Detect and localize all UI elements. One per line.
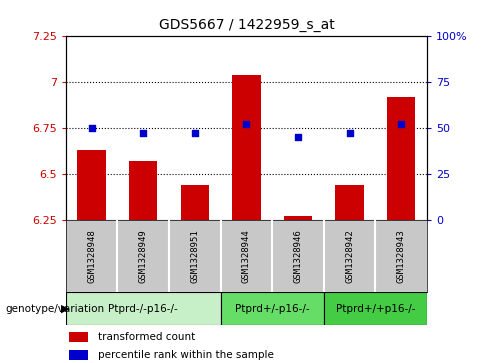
Bar: [69, 350, 87, 360]
Bar: [129, 161, 158, 220]
Bar: [69, 332, 87, 342]
Point: [346, 131, 353, 136]
Bar: [284, 216, 312, 220]
Title: GDS5667 / 1422959_s_at: GDS5667 / 1422959_s_at: [159, 19, 334, 33]
Text: transformed count: transformed count: [99, 332, 196, 342]
Bar: [78, 150, 106, 220]
Bar: [221, 292, 324, 325]
Text: GSM1328942: GSM1328942: [345, 229, 354, 283]
Bar: [324, 292, 427, 325]
Point: [140, 131, 147, 136]
Text: Ptprd-/-p16-/-: Ptprd-/-p16-/-: [108, 303, 178, 314]
Bar: [387, 97, 415, 220]
Text: percentile rank within the sample: percentile rank within the sample: [99, 350, 274, 360]
Text: ▶: ▶: [61, 303, 69, 314]
Point: [243, 121, 250, 127]
Point: [294, 134, 302, 140]
Bar: [66, 292, 221, 325]
Point: [191, 131, 199, 136]
Point: [88, 125, 96, 131]
Text: GSM1328944: GSM1328944: [242, 229, 251, 283]
Bar: [181, 185, 209, 220]
Text: Ptprd+/-p16-/-: Ptprd+/-p16-/-: [235, 303, 309, 314]
Text: GSM1328946: GSM1328946: [293, 229, 303, 283]
Text: Ptprd+/+p16-/-: Ptprd+/+p16-/-: [336, 303, 415, 314]
Text: GSM1328943: GSM1328943: [397, 229, 406, 283]
Bar: [335, 185, 364, 220]
Text: GSM1328951: GSM1328951: [190, 229, 200, 283]
Text: GSM1328948: GSM1328948: [87, 229, 96, 283]
Point: [397, 121, 405, 127]
Bar: [232, 75, 261, 220]
Text: genotype/variation: genotype/variation: [5, 303, 104, 314]
Text: GSM1328949: GSM1328949: [139, 229, 148, 283]
